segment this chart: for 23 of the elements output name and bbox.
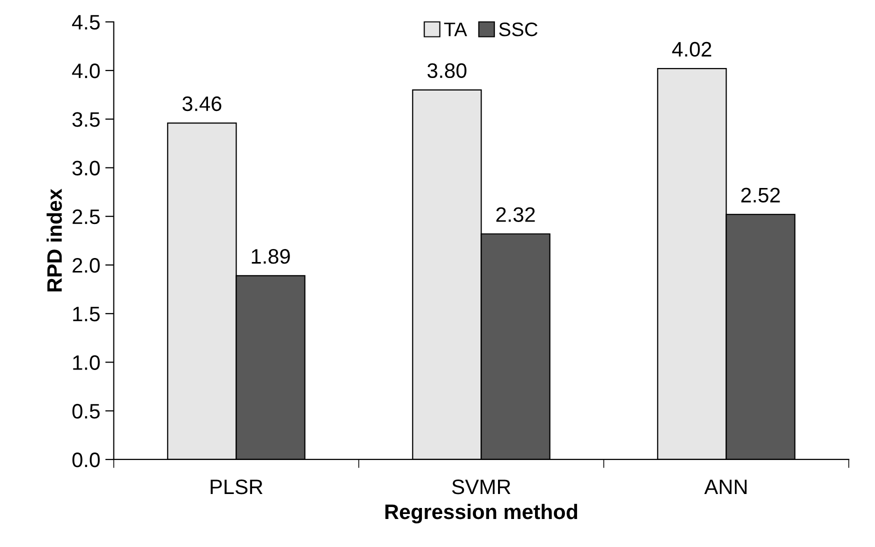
y-tick-label: 3.5 xyxy=(72,112,100,127)
y-tick-label: 1.0 xyxy=(73,355,100,370)
y-tick-label: 4.0 xyxy=(72,64,100,78)
x-tick-label: ANN xyxy=(704,480,747,494)
y-axis-title: RPD index xyxy=(46,188,62,292)
data-label: 2.32 xyxy=(496,207,535,222)
x-axis-title: Regression method xyxy=(385,504,578,524)
data-label: 1.89 xyxy=(252,249,290,264)
data-label: 3.80 xyxy=(427,63,466,78)
data-label: 3.46 xyxy=(182,96,222,112)
data-label: 4.02 xyxy=(672,42,712,57)
y-tick-label: 3.0 xyxy=(72,160,100,176)
y-tick-label: 4.5 xyxy=(72,15,100,30)
data-label: 2.52 xyxy=(741,188,780,203)
y-tick-label: 1.5 xyxy=(73,306,100,322)
y-tick-label: 2.0 xyxy=(72,258,100,273)
y-tick-label: 2.5 xyxy=(72,209,100,224)
legend-label: SSC xyxy=(499,22,538,36)
x-tick-label: SVMR xyxy=(452,479,510,494)
y-tick-label: 0.0 xyxy=(72,452,100,468)
x-tick-label: PLSR xyxy=(210,479,262,494)
y-tick-label: 0.5 xyxy=(72,404,100,419)
legend-label: TA xyxy=(444,22,468,36)
